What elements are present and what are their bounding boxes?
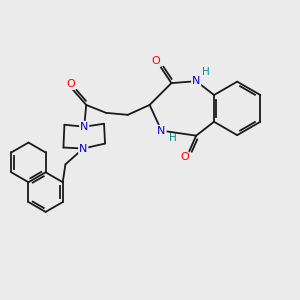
Text: N: N [192, 76, 200, 86]
Text: N: N [79, 143, 87, 154]
Text: O: O [151, 56, 160, 66]
Text: H: H [202, 67, 210, 77]
Text: N: N [80, 122, 88, 132]
Text: O: O [66, 79, 75, 89]
Text: H: H [169, 133, 176, 142]
Text: N: N [157, 126, 166, 136]
Text: O: O [180, 152, 189, 162]
